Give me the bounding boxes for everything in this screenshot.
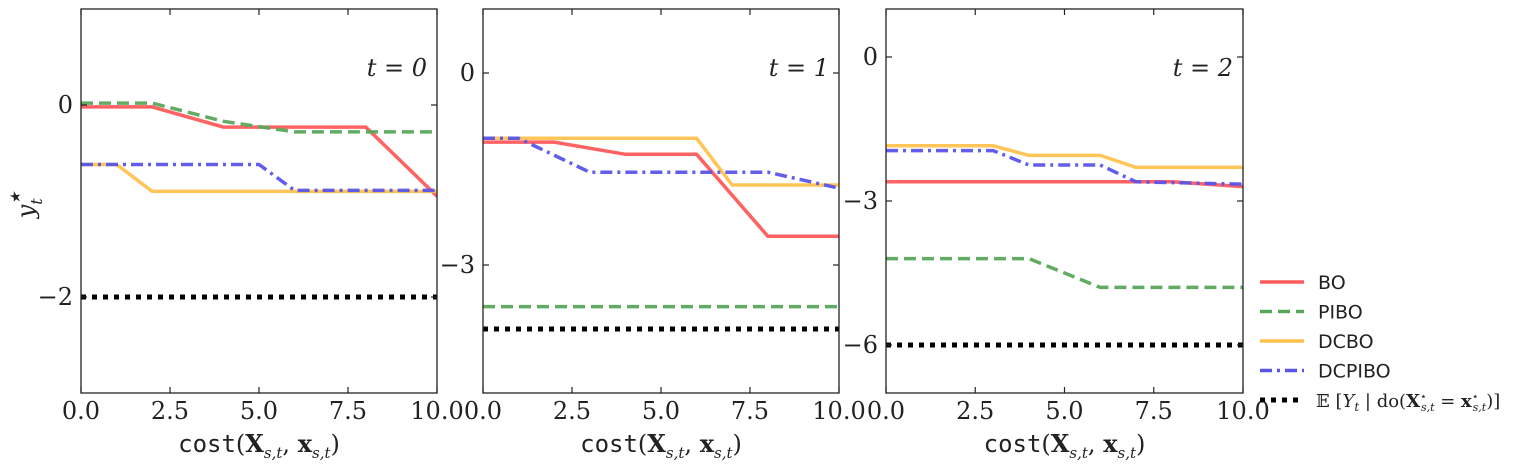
legend-label: PIBO (1318, 302, 1363, 324)
legend-item: DCPIBO (1260, 361, 1391, 383)
x-tick-label: 2.5 (151, 397, 189, 425)
panel-0: 0.0 2.5 5.0 7.5 10.0 0 −2 t = 0 cost(Xs,t, xs,t) (38, 8, 464, 462)
x-axis-title: cost(Xs,t, xs,t) (178, 429, 340, 462)
panels: 0.0 2.5 5.0 7.5 10.0 0 −2 t = 0 cost(Xs,t, xs,t)… (38, 8, 1270, 462)
series-line-2 (483, 136, 839, 187)
x-tick-label: 7.5 (1135, 397, 1173, 425)
series-line-0 (81, 105, 437, 198)
legend-item: BO (1260, 272, 1346, 294)
y-tick-label: −6 (843, 331, 878, 359)
legend-item: 𝔼 [Yt | do(X⋆ s,t = x⋆ s,t)] (1260, 390, 1500, 414)
x-tick-label: 2.5 (956, 397, 994, 425)
x-axis-title: cost(Xs,t, xs,t) (984, 429, 1146, 462)
legend-label: DCBO (1318, 331, 1374, 353)
y-tick-label: 0 (863, 43, 878, 71)
x-tick-label: 10.0 (812, 397, 865, 425)
panel-title: t = 1 (769, 54, 829, 82)
x-tick-label: 5.0 (240, 397, 278, 425)
x-tick-label: 0.0 (464, 397, 502, 425)
legend-item: DCBO (1260, 331, 1374, 353)
legend: BO PIBO DCBO DCPIBO 𝔼 [Yt | do(X⋆ s,t = x⋆ s,t… (1260, 272, 1500, 414)
x-tick-label: 5.0 (1045, 397, 1083, 425)
y-tick-label: −3 (440, 251, 475, 279)
y-axis-title: yt★ (8, 190, 46, 219)
series-line-1 (81, 101, 437, 134)
panel-title: t = 2 (1173, 54, 1233, 82)
y-tick-label: 0 (460, 59, 475, 87)
y-tick-label: −3 (843, 187, 878, 215)
x-tick-label: 10.0 (410, 397, 463, 425)
x-tick-label: 0.0 (867, 397, 905, 425)
panel-1: 0.0 2.5 5.0 7.5 10.0 0 −3 t = 1 cost(Xs,t, xs,t) (440, 8, 866, 462)
x-axis-title: cost(Xs,t, xs,t) (580, 429, 742, 462)
svg-text:yt★: yt★ (8, 190, 46, 219)
x-tick-label: 5.0 (642, 397, 680, 425)
legend-item: PIBO (1260, 302, 1363, 324)
legend-label: BO (1318, 272, 1346, 294)
series-line-3 (483, 136, 839, 190)
series-line-2 (886, 144, 1243, 170)
legend-label: 𝔼 [Yt | do(X⋆ s,t = x⋆ s,t)] (1316, 390, 1500, 414)
series-line-0 (483, 140, 839, 238)
y-tick-label: −2 (38, 283, 73, 311)
x-tick-label: 7.5 (731, 397, 769, 425)
series-line-3 (81, 162, 437, 193)
panel-title: t = 0 (367, 54, 427, 82)
x-tick-label: 2.5 (553, 397, 591, 425)
x-tick-label: 0.0 (62, 397, 100, 425)
legend-label: DCPIBO (1318, 361, 1391, 383)
series-line-1 (886, 256, 1243, 290)
x-tick-label: 7.5 (329, 397, 367, 425)
series-line-3 (886, 148, 1243, 186)
y-tick-label: 0 (58, 91, 73, 119)
series-line-2 (81, 162, 437, 194)
